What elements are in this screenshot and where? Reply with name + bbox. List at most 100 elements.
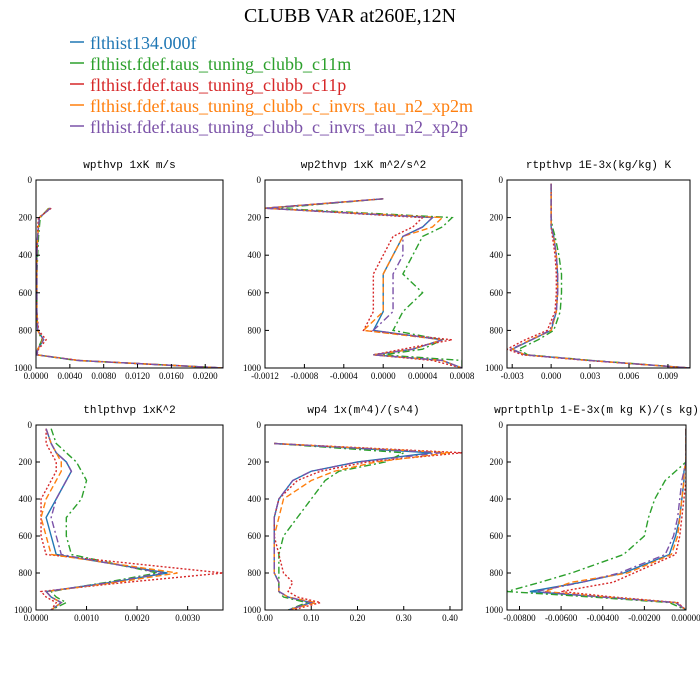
plot-frame [506, 179, 691, 369]
legend-label: flthist134.000f [90, 33, 197, 53]
x-tick-label: 0.0010 [74, 613, 99, 623]
x-tick-label: 0.30 [396, 613, 412, 623]
x-tick-label: -0.003 [501, 371, 525, 381]
y-tick-label: 400 [490, 494, 504, 504]
legend-label: flthist.fdef.taus_tuning_clubb_c_invrs_t… [90, 96, 473, 116]
y-tick-label: 800 [490, 325, 504, 335]
series-line [49, 428, 158, 610]
series-line [544, 428, 686, 610]
y-tick-label: 1000 [243, 605, 262, 615]
plot-frame [264, 179, 463, 369]
x-tick-label: -0.0004 [330, 371, 358, 381]
series-line [507, 183, 690, 368]
series-line [36, 207, 223, 368]
y-tick-label: 400 [248, 494, 262, 504]
y-tick-label: 0 [499, 175, 504, 185]
series-line [39, 428, 223, 610]
x-tick-label: 0.0120 [125, 371, 150, 381]
x-tick-label: -0.00400 [587, 613, 620, 623]
legend-label: flthist.fdef.taus_tuning_clubb_c11m [90, 54, 351, 74]
x-tick-label: 0.00 [257, 613, 273, 623]
series-line [510, 183, 690, 368]
y-tick-label: 200 [19, 213, 33, 223]
x-tick-label: 0.000 [541, 371, 562, 381]
x-tick-label: 0.0080 [91, 371, 116, 381]
series-line [265, 198, 462, 368]
series-line [36, 207, 223, 368]
y-tick-label: 600 [248, 288, 262, 298]
series-line [44, 428, 168, 610]
x-tick-label: 0.0030 [175, 613, 200, 623]
plot-frame [264, 424, 463, 611]
x-tick-label: 0.40 [442, 613, 458, 623]
x-tick-label: 0.00004 [408, 371, 438, 381]
panel-title: wp2thvp 1xK m^2/s^2 [301, 160, 426, 172]
y-tick-label: 0 [499, 420, 504, 430]
y-tick-label: 200 [248, 213, 262, 223]
plot-frame [35, 424, 224, 611]
series-line [44, 428, 163, 610]
plot-area [265, 198, 462, 368]
series-line [509, 183, 690, 368]
series-line [517, 183, 690, 368]
y-tick-label: 800 [248, 325, 262, 335]
legend-label: flthist.fdef.taus_tuning_clubb_c11p [90, 75, 346, 95]
x-tick-label: 0.10 [303, 613, 319, 623]
figure-title: CLUBB VAR at260E,12N [244, 5, 456, 27]
x-tick-label: 0.006 [619, 371, 640, 381]
series-line [36, 207, 223, 368]
panel-title: thlpthvp 1xK^2 [83, 405, 175, 417]
x-tick-label: 0.0020 [125, 613, 150, 623]
y-tick-label: 0 [28, 175, 33, 185]
x-tick-label: 0.20 [350, 613, 366, 623]
y-tick-label: 0 [28, 420, 33, 430]
plot-area [273, 442, 462, 610]
x-tick-label: 0.0000 [24, 371, 49, 381]
x-tick-label: -0.0008 [291, 371, 319, 381]
panel-title: wp4 1x(m^4)/(s^4) [307, 405, 419, 417]
plot-area [36, 207, 223, 368]
x-tick-label: 0.0040 [57, 371, 82, 381]
panel-title: wpthvp 1xK m/s [83, 160, 175, 172]
series-line [265, 198, 462, 368]
y-tick-label: 600 [490, 531, 504, 541]
y-tick-label: 1000 [485, 363, 504, 373]
plot-area [507, 183, 690, 368]
x-tick-label: -0.0012 [251, 371, 279, 381]
y-tick-label: 800 [248, 568, 262, 578]
x-tick-label: 0.0000 [371, 371, 396, 381]
x-tick-label: -0.00600 [545, 613, 578, 623]
series-line [273, 442, 441, 610]
series-line [507, 428, 686, 610]
series-line [36, 207, 223, 368]
x-tick-label: 0.0160 [159, 371, 184, 381]
y-tick-label: 800 [19, 568, 33, 578]
x-tick-label: 0.0000 [24, 613, 49, 623]
series-line [273, 442, 451, 610]
x-tick-label: -0.00200 [628, 613, 661, 623]
y-tick-label: 400 [490, 250, 504, 260]
y-tick-label: 1000 [14, 605, 33, 615]
y-tick-label: 0 [257, 420, 262, 430]
series-line [529, 428, 686, 610]
plot-frame [35, 179, 224, 369]
series-line [274, 198, 462, 368]
series-line [510, 183, 690, 368]
x-tick-label: 0.00000 [671, 613, 700, 623]
series-line [36, 207, 223, 368]
y-tick-label: 0 [257, 175, 262, 185]
y-tick-label: 200 [490, 457, 504, 467]
y-tick-label: 400 [19, 250, 33, 260]
plot-area [39, 428, 223, 610]
y-tick-label: 400 [248, 250, 262, 260]
y-tick-label: 600 [19, 288, 33, 298]
plot-area [507, 428, 686, 610]
y-tick-label: 800 [19, 325, 33, 335]
x-tick-label: 0.0200 [193, 371, 218, 381]
y-tick-label: 1000 [243, 363, 262, 373]
x-tick-label: 0.003 [580, 371, 601, 381]
panel-title: rtpthvp 1E-3x(kg/kg) K [526, 160, 672, 172]
panel-title: wprtpthlp 1-E-3x(m kg K)/(s kg) [494, 405, 699, 417]
y-tick-label: 200 [248, 457, 262, 467]
